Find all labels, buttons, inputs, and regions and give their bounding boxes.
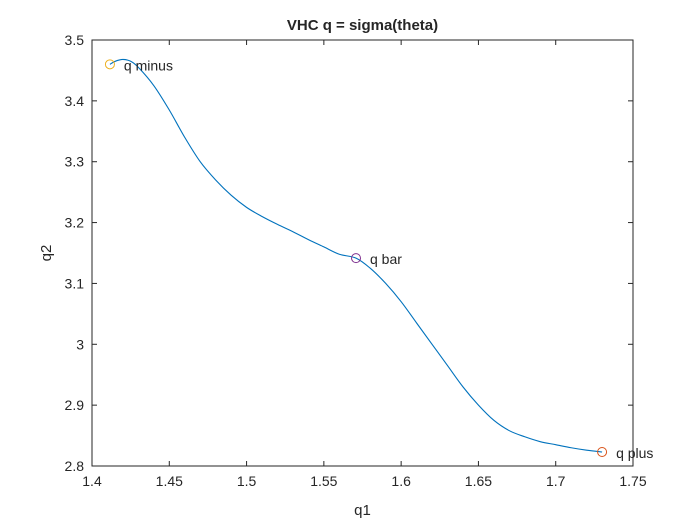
y-tick-label: 2.9 (65, 397, 85, 413)
x-tick-label: 1.45 (156, 473, 183, 489)
x-tick-label: 1.65 (465, 473, 492, 489)
series-layer (109, 58, 603, 453)
marker-label: q bar (370, 251, 402, 267)
y-tick-label: 3.5 (65, 32, 85, 48)
y-tick-label: 3.1 (65, 275, 85, 291)
x-tick-label: 1.55 (310, 473, 337, 489)
y-axis-label: q2 (38, 245, 55, 262)
x-ticks: 1.4 1.45 1.5 1.55 1.6 1.65 1.7 1.75 (82, 40, 647, 489)
sigma-curve (109, 58, 603, 453)
marker-layer: q minus q bar q plus (104, 57, 653, 461)
x-tick-label: 1.4 (82, 473, 102, 489)
x-tick-label: 1.6 (391, 473, 411, 489)
y-ticks: 2.8 2.9 3 3.1 3.2 3.3 3.4 3.5 (65, 32, 633, 474)
marker-label: q minus (124, 57, 173, 73)
y-tick-label: 3.4 (65, 93, 85, 109)
marker-point (104, 59, 115, 70)
x-tick-label: 1.75 (619, 473, 646, 489)
x-tick-label: 1.7 (546, 473, 566, 489)
plot-background (92, 40, 633, 466)
x-axis-label: q1 (354, 502, 371, 519)
chart-title: VHC q = sigma(theta) (287, 17, 438, 34)
marker-label: q plus (616, 445, 653, 461)
y-tick-label: 2.8 (65, 458, 85, 474)
plot-frame (91, 39, 634, 467)
y-tick-label: 3.3 (65, 154, 85, 170)
x-tick-label: 1.5 (237, 473, 257, 489)
y-tick-label: 3.2 (65, 215, 85, 231)
marker-point (351, 253, 362, 264)
y-tick-label: 3 (76, 336, 84, 352)
marker-point (597, 447, 608, 458)
